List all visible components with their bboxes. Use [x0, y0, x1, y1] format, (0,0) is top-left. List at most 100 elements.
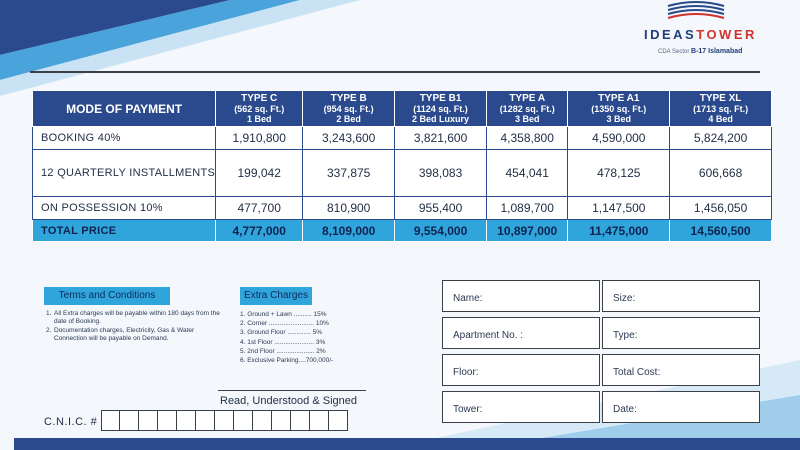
cnic-digit-box[interactable]	[101, 410, 120, 431]
row-label: BOOKING 40%	[31, 126, 217, 150]
type-beds: 1 Bed	[246, 113, 272, 124]
header-mode-of-payment: MODE OF PAYMENT	[31, 90, 217, 127]
table-cell: 5,824,200	[669, 126, 772, 150]
terms-title: Terms and Conditions	[44, 287, 170, 305]
row-label: TOTAL PRICE	[31, 219, 217, 242]
header-type-b: TYPE B (954 sq. Ft.) 2 Bed	[302, 90, 396, 127]
list-item: 1. All Extra charges will be payable with…	[46, 310, 226, 327]
table-cell: 14,560,500	[669, 219, 772, 242]
type-name: TYPE B	[330, 92, 367, 104]
type-name: TYPE A	[509, 92, 546, 104]
brand-name-part2: TOWER	[696, 27, 757, 42]
table-cell: 199,042	[215, 149, 304, 197]
list-item: 2. Corner ......................... 10%	[240, 320, 329, 328]
table-row-total: TOTAL PRICE 4,777,000 8,109,000 9,554,00…	[31, 219, 772, 242]
type-area: (1124 sq. Ft.)	[413, 103, 468, 114]
table-cell: 398,083	[394, 149, 487, 197]
table-cell: 3,243,600	[302, 126, 396, 150]
table-cell: 337,875	[302, 149, 396, 197]
header-type-a: TYPE A (1282 sq. Ft.) 3 Bed	[485, 90, 569, 127]
payment-plan-table: MODE OF PAYMENT TYPE C (562 sq. Ft.) 1 B…	[31, 90, 772, 242]
cnic-digit-box[interactable]	[272, 410, 291, 431]
total-cost-field[interactable]: Total Cost:	[602, 354, 760, 386]
table-cell: 3,821,600	[394, 126, 487, 150]
cnic-digit-box[interactable]	[177, 410, 196, 431]
type-name: TYPE A1	[598, 92, 640, 104]
type-beds: 2 Bed	[336, 113, 361, 124]
date-field[interactable]: Date:	[602, 391, 760, 423]
signature-line[interactable]	[218, 390, 366, 391]
list-item: 4. 1st Floor ...................... 3%	[240, 338, 326, 346]
cnic-digit-box[interactable]	[291, 410, 310, 431]
terms-list: 1. All Extra charges will be payable with…	[46, 310, 226, 344]
table-cell: 454,041	[485, 149, 569, 197]
cnic-digit-box[interactable]	[120, 410, 139, 431]
type-beds: 3 Bed	[606, 113, 632, 124]
cnic-digit-box[interactable]	[139, 410, 158, 431]
type-area: (1282 sq. Ft.)	[499, 103, 555, 114]
table-cell: 1,089,700	[485, 196, 569, 220]
table-cell: 8,109,000	[302, 219, 396, 242]
top-divider	[30, 71, 760, 73]
extra-charges-list: 1. Ground + Lawn .......... 15% 2. Corne…	[240, 310, 370, 365]
type-name: TYPE C	[241, 92, 278, 104]
list-item: 6. Exclusive Parking....700,000/-	[240, 357, 334, 365]
size-field[interactable]: Size:	[602, 280, 760, 312]
type-area: (954 sq. Ft.)	[323, 103, 374, 114]
list-item: 1. Ground + Lawn .......... 15%	[240, 311, 327, 318]
table-cell: 10,897,000	[485, 219, 569, 242]
table-cell: 1,910,800	[215, 126, 304, 150]
table-cell: 4,590,000	[567, 126, 671, 150]
table-cell: 9,554,000	[394, 219, 487, 242]
cnic-input-boxes[interactable]	[101, 410, 348, 431]
type-area: (1713 sq. Ft.)	[693, 103, 749, 114]
type-name: TYPE XL	[699, 92, 742, 104]
cnic-digit-box[interactable]	[215, 410, 234, 431]
cnic-digit-box[interactable]	[234, 410, 253, 431]
tower-field[interactable]: Tower:	[442, 391, 600, 423]
name-field[interactable]: Name:	[442, 280, 600, 312]
term-text: Documentation charges, Electricity, Gas …	[54, 326, 195, 343]
type-beds: 4 Bed	[708, 113, 733, 124]
type-beds: 2 Bed Luxury	[412, 113, 470, 124]
table-cell: 4,777,000	[215, 219, 304, 242]
row-label: 12 QUARTERLY INSTALLMENTS	[31, 149, 217, 197]
list-item: 3. Ground Floor ............. 5%	[240, 329, 323, 337]
header-type-b1: TYPE B1 (1124 sq. Ft.) 2 Bed Luxury	[394, 90, 487, 127]
row-label: ON POSSESSION 10%	[31, 196, 217, 220]
brand-sub-prefix: CDA Sector	[658, 49, 690, 55]
table-cell: 478,125	[567, 149, 671, 197]
brand-name: IDEASTOWER	[644, 27, 757, 42]
brand-location: CDA Sector B-17 Islamabad	[658, 48, 742, 55]
floor-field[interactable]: Floor:	[442, 354, 600, 386]
table-row-installments: 12 QUARTERLY INSTALLMENTS 199,042 337,87…	[31, 149, 772, 197]
type-beds: 3 Bed	[514, 113, 540, 124]
cnic-digit-box[interactable]	[196, 410, 215, 431]
header-type-c: TYPE C (562 sq. Ft.) 1 Bed	[215, 90, 304, 127]
table-header-row: MODE OF PAYMENT TYPE C (562 sq. Ft.) 1 B…	[31, 90, 772, 127]
type-area: (562 sq. Ft.)	[234, 103, 285, 114]
cnic-digit-box[interactable]	[253, 410, 272, 431]
type-name: TYPE B1	[419, 92, 462, 104]
table-cell: 477,700	[215, 196, 304, 220]
header-type-xl: TYPE XL (1713 sq. Ft.) 4 Bed	[669, 90, 772, 127]
cnic-digit-box[interactable]	[329, 410, 348, 431]
tower-logo-icon	[667, 1, 725, 19]
footer-bar	[14, 438, 800, 450]
brand-name-part1: IDEAS	[644, 27, 697, 42]
cnic-digit-box[interactable]	[158, 410, 177, 431]
table-cell: 606,668	[669, 149, 772, 197]
term-text: All Extra charges will be payable within…	[54, 310, 220, 326]
type-field[interactable]: Type:	[602, 317, 760, 349]
table-cell: 11,475,000	[567, 219, 671, 242]
cnic-digit-box[interactable]	[310, 410, 329, 431]
extra-charges-title: Extra Charges	[240, 287, 312, 305]
brand-sub-location: B-17 Islamabad	[691, 48, 743, 55]
apartment-no-field[interactable]: Apartment No. :	[442, 317, 600, 349]
list-item: 2. Documentation charges, Electricity, Ga…	[46, 327, 226, 344]
table-cell: 4,358,800	[485, 126, 569, 150]
table-cell: 955,400	[394, 196, 487, 220]
table-cell: 810,900	[302, 196, 396, 220]
table-row-booking: BOOKING 40% 1,910,800 3,243,600 3,821,60…	[31, 126, 772, 150]
table-cell: 1,147,500	[567, 196, 671, 220]
